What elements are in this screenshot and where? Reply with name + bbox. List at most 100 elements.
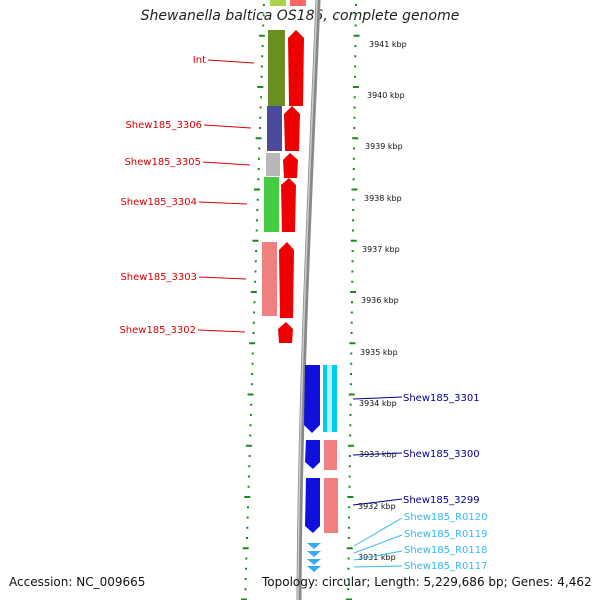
ruler-tick [352,168,355,170]
ruler-tick [353,116,356,119]
feature-trna-r0118[interactable] [307,559,321,565]
feature-cds-arrow[interactable] [284,106,300,151]
ruler-tick [348,444,355,447]
ruler-tick [255,250,258,252]
ruler-tick [354,55,357,58]
gene-label-shew185-3305[interactable]: Shew185_3305 [124,157,201,168]
ruler-tick [353,106,356,109]
gene-label-shew185-r0119[interactable]: Shew185_R0119 [404,529,488,540]
ruler-tick [254,280,257,283]
gene-label-shew185-3306[interactable]: Shew185_3306 [125,120,202,131]
left-labels: Int Shew185_3306 Shew185_3305 Shew185_33… [119,55,206,336]
ruler-tick [349,434,352,437]
feature-shew185-3304[interactable] [264,177,279,232]
feature-top-red[interactable] [290,0,306,6]
ruler-tick [251,362,254,365]
ruler-tick [351,250,354,252]
ruler-tick [354,4,357,6]
feature-shew185-3303[interactable] [262,242,277,316]
feature-shew185-3299-rrna[interactable] [324,478,338,533]
feature-shew185-3300-rrna[interactable] [324,440,337,470]
ruler-tick [353,75,356,78]
ruler-tick [347,567,350,570]
scale-label: 3934 kbp [359,399,397,408]
ruler-tick [244,496,251,498]
gene-label-shew185-r0117[interactable]: Shew185_R0117 [404,561,488,572]
gene-label-shew185-3304[interactable]: Shew185_3304 [120,197,197,208]
gene-label-shew185-r0120[interactable]: Shew185_R0120 [404,512,488,523]
feature-shew185-3306[interactable] [267,106,282,151]
feature-shew185-3305[interactable] [266,153,280,176]
gene-label-shew185-3299[interactable]: Shew185_3299 [403,495,480,506]
feature-cds-arrow[interactable] [278,322,293,343]
ruler-tick [351,188,358,191]
ruler-tick [352,137,359,140]
ruler-tick [352,209,355,211]
scale-label: 3932 kbp [358,502,396,511]
ruler-tick [258,157,261,160]
topology-text: Topology: circular; Length: 5,229,686 bp… [262,575,592,589]
ruler-tick [250,403,253,406]
right-labels: Shew185_3301 Shew185_3300 Shew185_3299 [403,393,480,506]
feature-cds-arrow[interactable] [281,178,296,232]
ruler-tick [247,475,250,478]
gene-label-shew185-3300[interactable]: Shew185_3300 [403,449,480,460]
ruler-tick [349,414,352,416]
ruler-tick [346,598,353,600]
ruler-tick [256,209,259,211]
feature-cds-arrow[interactable] [279,242,294,318]
ruler-tick [350,311,353,314]
ruler-tick [259,116,262,119]
right-tick-column [346,4,360,600]
scale-label: 3938 kbp [364,194,402,203]
ruler-tick [248,455,251,457]
ruler-tick [262,4,265,6]
ruler-tick [247,393,254,396]
map-title: Shewanella baltica OS185, complete genom… [140,8,460,24]
gene-label-shew185-3303[interactable]: Shew185_3303 [120,272,197,283]
feature-trna-r0119[interactable] [307,551,321,557]
feature-shew185-3300[interactable] [305,440,320,469]
ruler-tick [350,373,353,375]
feature-trna-r0120[interactable] [307,543,321,549]
feature-shew185-3299[interactable] [305,478,320,533]
ruler-tick [350,239,357,242]
feature-trna-r0117[interactable] [307,566,321,572]
gene-label-int[interactable]: Int [193,55,206,66]
ruler-tick [347,588,350,591]
ruler-tick [245,567,248,570]
ruler-tick [260,65,263,68]
ruler-tick [354,45,357,47]
feature-int[interactable] [268,30,285,106]
ruler-tick [348,516,351,519]
ruler-tick [256,219,259,222]
gene-label-shew185-3301[interactable]: Shew185_3301 [403,393,480,404]
ruler-tick [258,34,265,37]
ruler-tick [257,168,260,170]
gene-label-shew185-r0118[interactable]: Shew185_R0118 [404,545,488,556]
ruler-tick [257,178,260,181]
ruler-tick [348,485,351,488]
ruler-tick [250,383,253,386]
scale-label: 3933 kbp [359,450,397,459]
feature-cds-arrow[interactable] [288,30,304,106]
ruler-tick [261,45,264,47]
feature-shew185-3301[interactable] [304,365,320,433]
ruler-tick [348,475,351,478]
feature-top-green[interactable] [270,0,286,6]
ruler-tick [352,219,355,222]
ruler-tick [245,557,248,560]
ruler-tick [352,86,359,88]
ruler-tick [252,239,259,242]
ruler-tick [347,526,350,529]
ruler-tick [255,137,262,140]
ruler-tick [352,178,355,181]
ruler-tick [347,578,350,580]
feature-cds-arrow[interactable] [283,153,298,178]
gene-label-shew185-3302[interactable]: Shew185_3302 [119,325,196,336]
ruler-tick [351,229,354,232]
ruler-tick [253,301,256,304]
ruler-tick [254,270,257,273]
ruler-tick [347,496,354,498]
